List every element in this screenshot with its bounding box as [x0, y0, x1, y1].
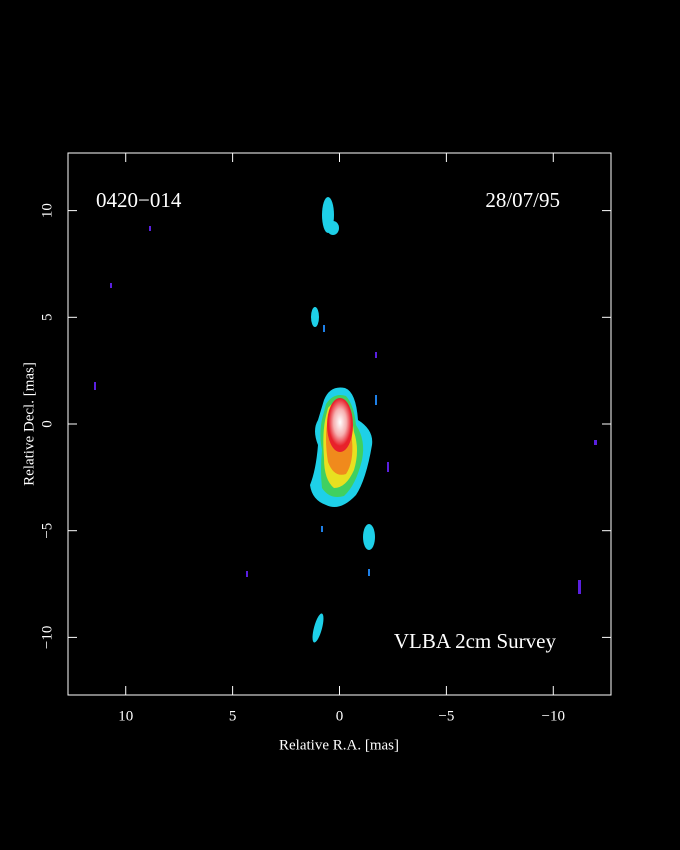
source-label: 0420−014	[96, 188, 182, 212]
y-tick-label: −5	[39, 523, 55, 539]
x-tick-label: −5	[438, 708, 454, 724]
survey-label: VLBA 2cm Survey	[394, 629, 557, 653]
x-tick-label: 10	[118, 708, 133, 724]
y-tick-label: 5	[39, 314, 55, 322]
x-tick-label: −10	[542, 708, 565, 724]
y-tick-label: −10	[39, 626, 55, 649]
x-axis-label: Relative R.A. [mas]	[279, 737, 399, 753]
x-tick-label: 5	[229, 708, 237, 724]
y-axis-label: Relative Decl. [mas]	[21, 362, 37, 486]
source-image	[94, 197, 597, 643]
x-tick-label: 0	[336, 708, 344, 724]
y-tick-label: 10	[39, 203, 55, 218]
date-label: 28/07/95	[485, 188, 560, 212]
y-tick-label: 0	[39, 420, 55, 428]
